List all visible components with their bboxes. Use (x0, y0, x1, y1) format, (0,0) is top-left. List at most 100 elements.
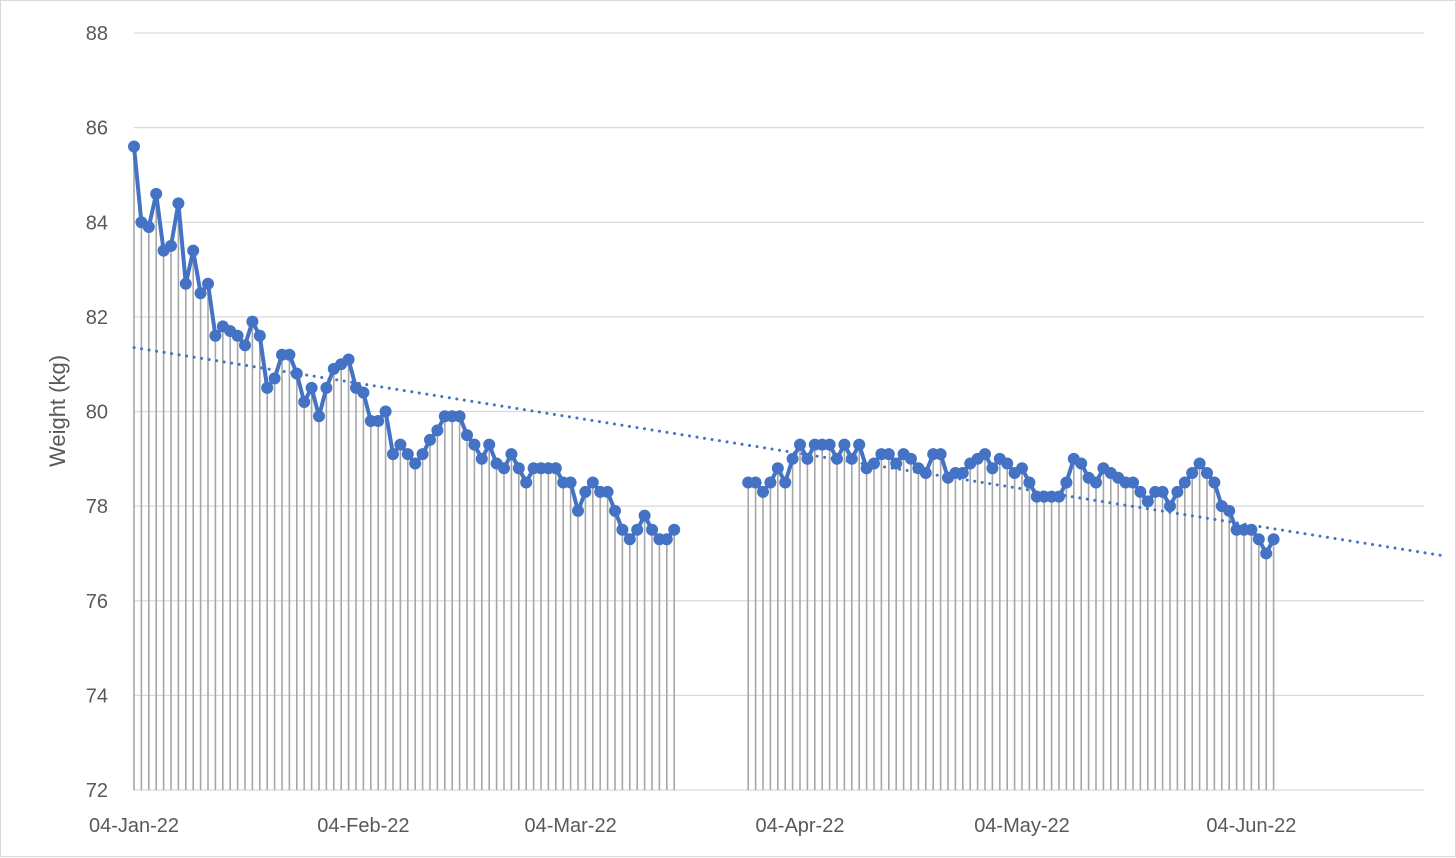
data-point (453, 410, 466, 423)
data-point (623, 533, 636, 546)
data-point (1053, 490, 1065, 503)
data-point (668, 523, 681, 536)
data-point (956, 467, 969, 480)
data-point (609, 504, 621, 517)
x-tick-label: 04-Apr-22 (756, 815, 845, 837)
data-point (165, 239, 177, 252)
y-axis-ticks: 72 74 76 78 80 82 84 86 88 (86, 23, 108, 802)
data-point (520, 476, 533, 489)
data-point (305, 381, 318, 394)
data-point (1223, 504, 1236, 517)
drop-lines (133, 146, 1275, 790)
data-point (801, 452, 814, 465)
data-point (853, 438, 866, 451)
data-point (1186, 467, 1199, 480)
data-point (268, 372, 281, 385)
data-point (831, 452, 843, 465)
x-tick-label: 04-Mar-22 (524, 815, 616, 837)
data-point (394, 438, 407, 451)
data-point (1245, 523, 1258, 536)
y-tick-label: 88 (86, 23, 108, 45)
y-tick-label: 80 (86, 402, 108, 424)
data-point (1001, 457, 1014, 470)
data-point (764, 476, 777, 489)
data-point (1134, 485, 1147, 498)
data-point (290, 367, 303, 380)
data-point (882, 448, 895, 461)
data-point (845, 452, 858, 465)
data-point (1252, 533, 1265, 546)
data-point (468, 438, 481, 451)
data-point (231, 329, 244, 342)
data-point (1178, 476, 1191, 489)
data-point (1208, 476, 1221, 489)
data-point (253, 329, 266, 342)
data-point (202, 277, 214, 290)
data-point (372, 414, 385, 427)
y-tick-label: 84 (86, 212, 108, 234)
data-point (379, 405, 392, 418)
data-point (646, 523, 658, 536)
trendline (132, 346, 1446, 558)
gridlines (134, 32, 1424, 791)
data-point (283, 348, 296, 361)
data-point (838, 438, 851, 451)
y-tick-label: 72 (86, 780, 108, 802)
data-point (868, 457, 880, 470)
data-point (794, 438, 806, 451)
data-point (172, 197, 185, 210)
data-point (261, 381, 274, 394)
data-point (631, 523, 644, 536)
data-point (416, 448, 429, 461)
data-point (320, 381, 333, 394)
data-point (194, 287, 207, 300)
data-point (579, 485, 592, 498)
data-point (1267, 533, 1280, 546)
data-point (1260, 547, 1273, 560)
y-tick-label: 78 (86, 496, 108, 518)
data-point (779, 476, 792, 489)
x-tick-label: 04-May-22 (974, 815, 1070, 837)
data-point (757, 485, 769, 498)
data-point (357, 386, 370, 399)
data-point (505, 448, 518, 461)
data-point (187, 244, 200, 257)
data-point (1164, 500, 1176, 513)
data-point (1171, 485, 1184, 498)
data-point (786, 452, 799, 465)
data-point (616, 523, 629, 536)
y-tick-label: 82 (86, 307, 108, 329)
data-point (564, 476, 577, 489)
data-point (401, 448, 414, 461)
trendline-layer (132, 346, 1446, 558)
data-point (1193, 457, 1206, 470)
data-point (905, 452, 917, 465)
data-point (298, 396, 311, 409)
data-point (179, 277, 192, 290)
data-point (461, 429, 473, 442)
data-point (342, 353, 355, 366)
x-tick-label: 04-Jan-22 (89, 815, 179, 837)
data-point (1016, 462, 1028, 475)
data-point (512, 462, 525, 475)
data-point (313, 410, 325, 423)
data-point (475, 452, 488, 465)
y-tick-label: 76 (86, 591, 108, 613)
y-axis-title: Weight (kg) (45, 355, 70, 467)
data-point (209, 329, 222, 342)
x-tick-label: 04-Jun-22 (1206, 815, 1296, 837)
x-axis-ticks: 04-Jan-22 04-Feb-22 04-Mar-22 04-Apr-22 04-M… (89, 815, 1296, 837)
data-point (142, 220, 155, 233)
data-point (409, 457, 422, 470)
data-point (1060, 476, 1073, 489)
data-point (549, 462, 562, 475)
data-point (387, 448, 399, 461)
x-tick-label: 04-Feb-22 (317, 815, 409, 837)
data-point (431, 424, 444, 437)
data-point (239, 339, 251, 352)
data-point (890, 457, 903, 470)
data-point (1156, 485, 1169, 498)
data-point (424, 433, 436, 446)
data-point (660, 533, 673, 546)
